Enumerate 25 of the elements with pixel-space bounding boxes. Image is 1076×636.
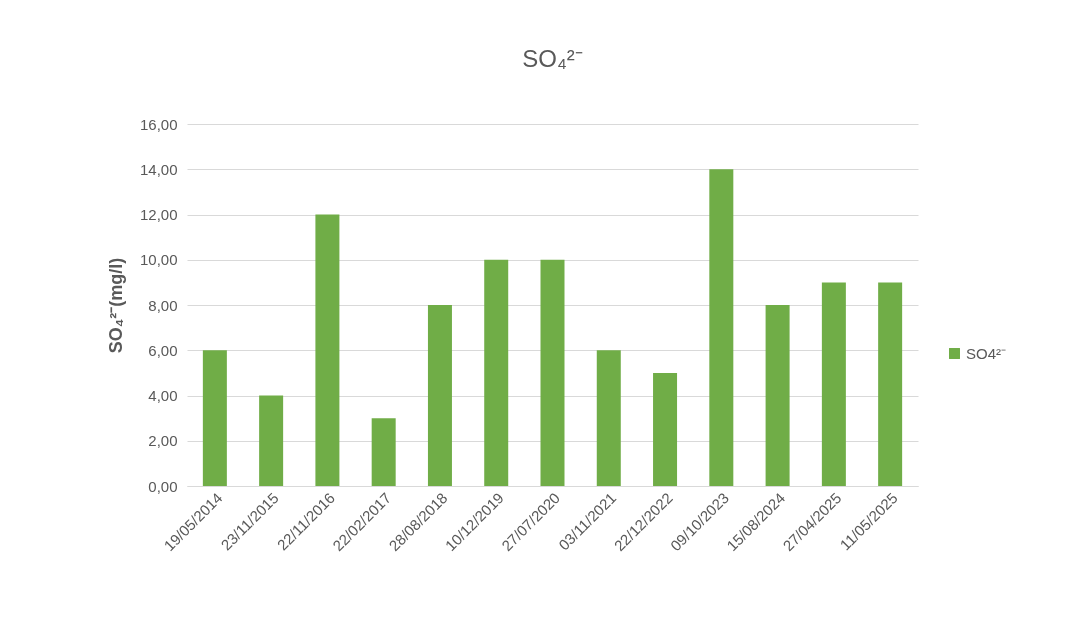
y-tick-label: 10,00 [139, 251, 178, 269]
y-tick-label: 2,00 [148, 432, 178, 450]
y-axis-title: SO₄²⁻(mg/l) [105, 257, 126, 354]
y-tick-label: 12,00 [139, 206, 178, 223]
bar [484, 259, 509, 486]
bar [709, 169, 734, 486]
bar [765, 305, 790, 486]
y-tick-label: 6,00 [148, 341, 178, 359]
y-tick-label: 16,00 [139, 115, 178, 133]
chart-title: SO₄²⁻ [522, 45, 583, 72]
bar [315, 214, 340, 486]
bar [202, 350, 227, 486]
bar [653, 372, 678, 486]
bar [371, 418, 396, 486]
legend-label: SO4²⁻ [966, 344, 1007, 362]
bar [259, 395, 284, 486]
bar [878, 282, 903, 486]
bar [427, 305, 452, 486]
bar [596, 350, 621, 486]
y-tick-label: 0,00 [148, 477, 178, 495]
y-tick-label: 14,00 [139, 160, 178, 178]
bar [821, 282, 846, 486]
y-tick-label: 4,00 [148, 387, 178, 404]
y-tick-label: 8,00 [148, 296, 178, 314]
bar [540, 259, 565, 486]
